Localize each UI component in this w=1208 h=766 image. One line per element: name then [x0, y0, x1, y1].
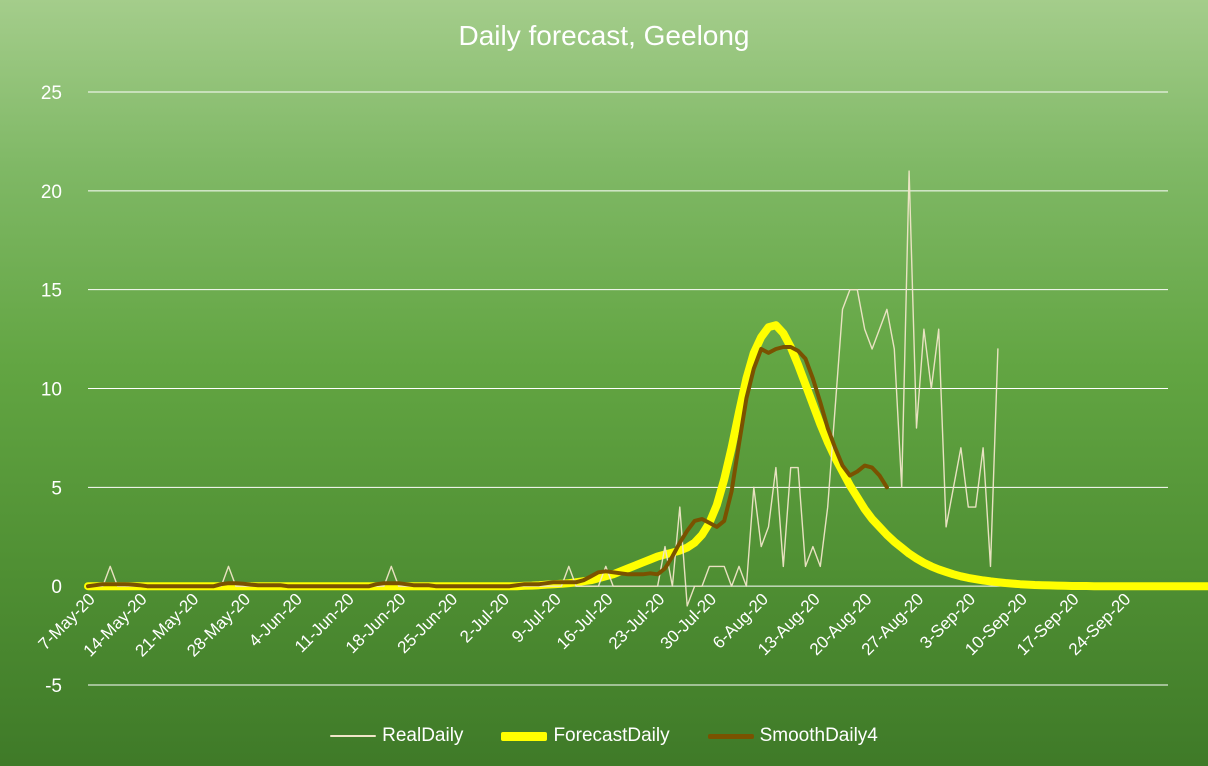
series-line-forecastdaily: [84, 321, 1208, 591]
legend-item-smoothdaily4: SmoothDaily4: [707, 725, 878, 747]
y-tick-label: 5: [51, 478, 62, 499]
legend-swatch-forecastdaily: [501, 731, 548, 741]
x-axis-ticks: 7-May-2014-May-2021-May-2028-May-204-Jun…: [35, 590, 1135, 661]
x-tick-label: 30-Jul-20: [657, 590, 721, 654]
x-tick-label: 23-Jul-20: [605, 590, 669, 654]
x-tick-label: 16-Jul-20: [553, 590, 617, 654]
y-tick-label: 15: [41, 281, 62, 302]
legend-label-smoothdaily4: SmoothDaily4: [759, 725, 878, 746]
y-tick-label: 0: [51, 577, 62, 598]
legend-swatch-realdaily: [330, 735, 377, 737]
legend-swatch-smoothdaily4: [707, 733, 754, 739]
legend-label-forecastdaily: ForecastDaily: [553, 725, 670, 746]
chart-title: Daily forecast, Geelong: [458, 20, 750, 51]
series-line-smoothdaily4: [86, 345, 889, 589]
legend-item-realdaily: RealDaily: [330, 725, 463, 747]
x-tick-label: 2-Jul-20: [456, 590, 513, 647]
y-tick-label: 10: [41, 380, 62, 401]
y-tick-label: 25: [41, 83, 62, 104]
y-tick-label: -5: [45, 676, 62, 697]
legend-item-forecastdaily: ForecastDaily: [501, 725, 670, 747]
series-lines: [84, 170, 1208, 607]
series-line-realdaily: [87, 170, 999, 607]
y-tick-label: 20: [41, 182, 62, 203]
y-axis-ticks: -5 0 5 10 15 20 25: [41, 83, 62, 697]
legend: RealDaily ForecastDaily SmoothDaily4: [0, 725, 1208, 747]
gridlines: [88, 91, 1168, 686]
legend-label-realdaily: RealDaily: [382, 725, 464, 746]
